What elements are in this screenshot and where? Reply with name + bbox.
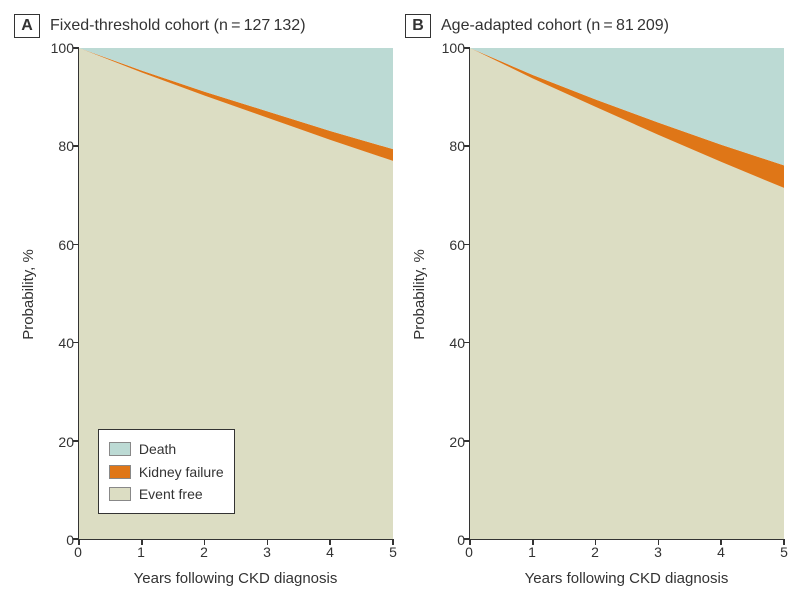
panel-B-title: Age-adapted cohort (n = 81 209) [441,17,669,35]
ytick-label: 20 [38,434,74,450]
xtick-label: 3 [263,544,271,560]
xtick-label: 4 [717,544,725,560]
ytick-label: 100 [38,40,74,56]
legend-swatch [109,465,131,479]
panel-B-header: B Age-adapted cohort (n = 81 209) [405,12,784,40]
panel-A-badge: A [14,14,40,38]
ytick-label: 60 [38,237,74,253]
ytick-label: 20 [429,434,465,450]
panel-A-ylabel: Probability, % [20,249,37,340]
legend-swatch [109,442,131,456]
panel-B-plotwrap: Probability, % 020406080100 012345 Years… [405,48,784,596]
legend-item: Event free [109,483,224,505]
ytick-label: 0 [429,532,465,548]
ytick-label: 40 [38,335,74,351]
panel-A-xticks: 012345 [78,540,393,570]
ytick-mark [464,244,470,246]
ytick-mark [73,244,79,246]
panel-B-ylabel: Probability, % [411,249,428,340]
panel-B-plot [469,48,784,540]
xtick-label: 4 [326,544,334,560]
panel-B-xlabel: Years following CKD diagnosis [469,570,784,596]
ytick-mark [73,145,79,147]
xtick-label: 2 [200,544,208,560]
xtick-label: 3 [654,544,662,560]
ytick-label: 60 [429,237,465,253]
ytick-label: 0 [38,532,74,548]
legend-swatch [109,487,131,501]
panel-A-title: Fixed-threshold cohort (n = 127 132) [50,17,306,35]
ytick-mark [464,145,470,147]
ytick-mark [73,440,79,442]
xtick-label: 5 [780,544,788,560]
panel-A-xlabel: Years following CKD diagnosis [78,570,393,596]
xtick-label: 1 [528,544,536,560]
panel-B: B Age-adapted cohort (n = 81 209) Probab… [399,12,790,596]
legend-item: Kidney failure [109,461,224,483]
panel-A-header: A Fixed-threshold cohort (n = 127 132) [14,12,393,40]
panel-A-plotwrap: Probability, % 020406080100 DeathKidney … [14,48,393,596]
ytick-mark [464,440,470,442]
panel-A-yticks: 020406080100 [42,48,78,540]
ytick-mark [73,47,79,49]
legend-label: Death [139,438,176,460]
legend-label: Kidney failure [139,461,224,483]
legend-item: Death [109,438,224,460]
ytick-label: 80 [429,138,465,154]
ytick-label: 100 [429,40,465,56]
panel-B-xticks: 012345 [469,540,784,570]
xtick-label: 0 [465,544,473,560]
legend-label: Event free [139,483,203,505]
xtick-label: 1 [137,544,145,560]
ytick-mark [73,342,79,344]
panel-B-badge: B [405,14,431,38]
panel-B-svg [470,48,784,539]
ytick-mark [464,47,470,49]
panel-B-yticks: 020406080100 [433,48,469,540]
legend: DeathKidney failureEvent free [98,429,235,514]
xtick-label: 0 [74,544,82,560]
ytick-label: 80 [38,138,74,154]
figure: A Fixed-threshold cohort (n = 127 132) P… [0,0,798,608]
ytick-label: 40 [429,335,465,351]
xtick-label: 2 [591,544,599,560]
panel-A-plot: DeathKidney failureEvent free [78,48,393,540]
xtick-label: 5 [389,544,397,560]
panel-A: A Fixed-threshold cohort (n = 127 132) P… [8,12,399,596]
ytick-mark [464,342,470,344]
